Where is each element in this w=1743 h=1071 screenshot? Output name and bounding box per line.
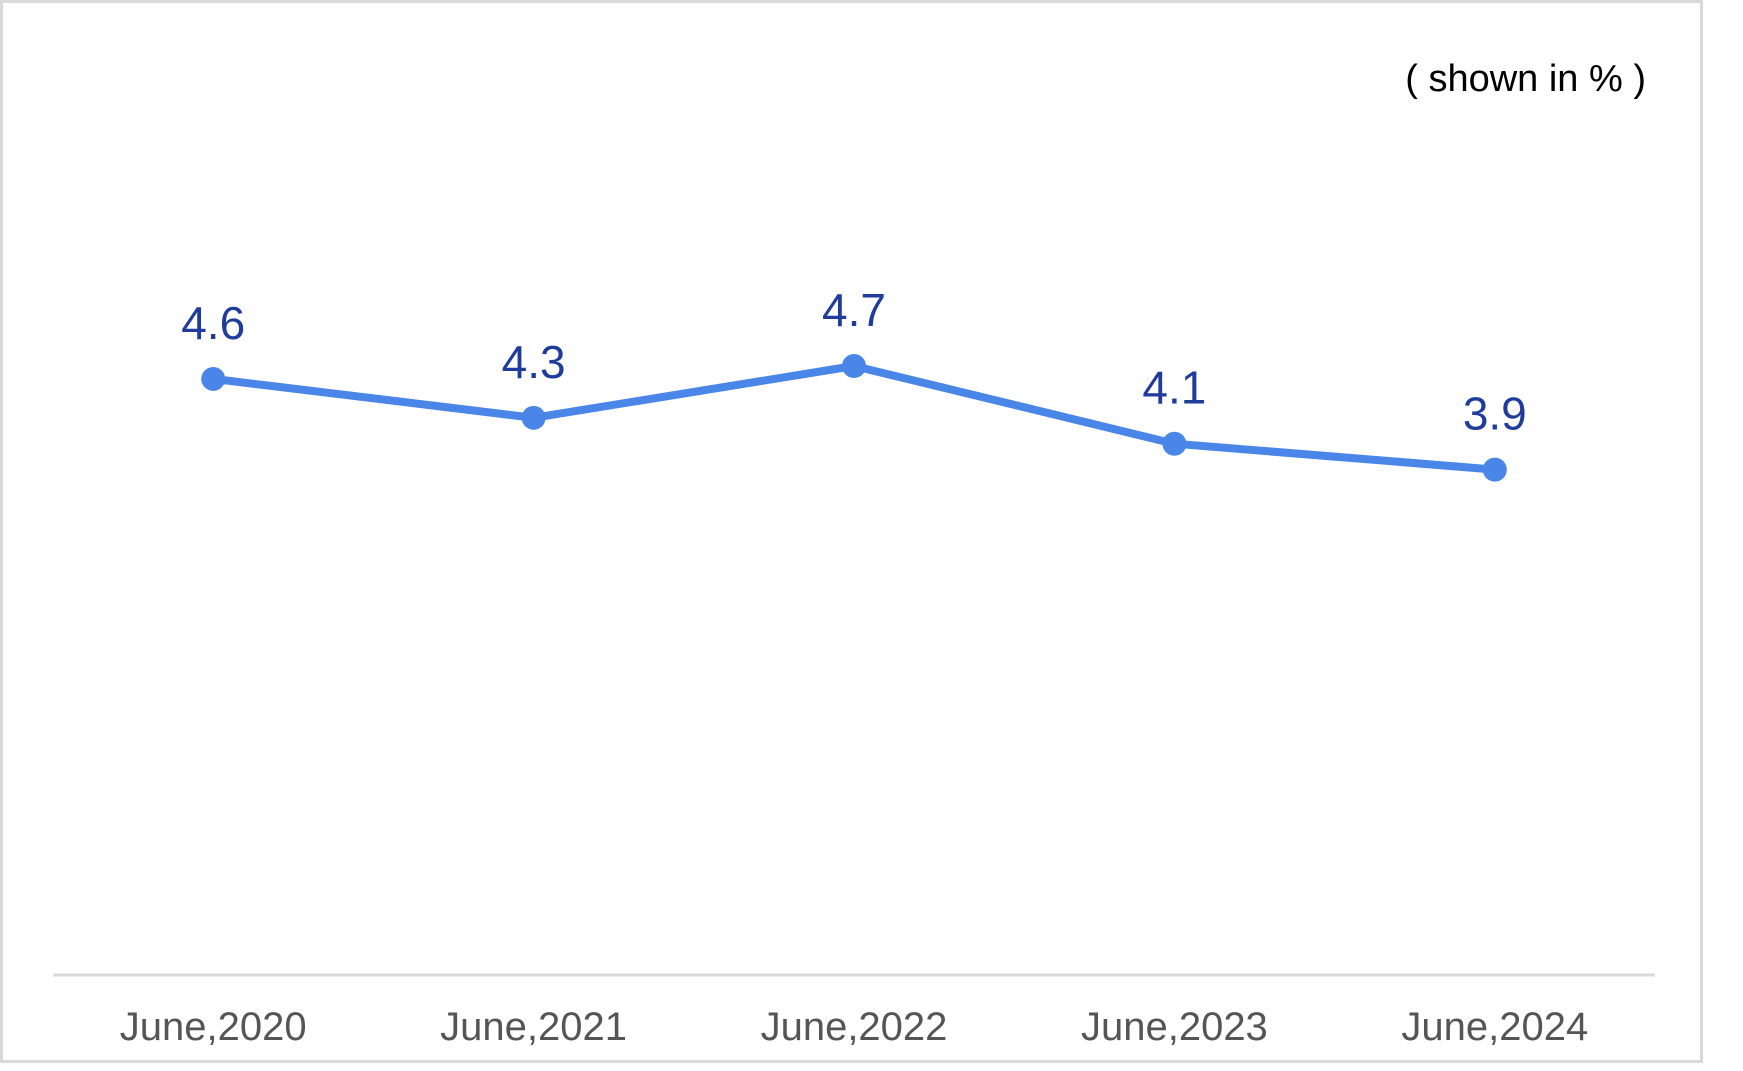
x-tick-label: June,2020: [120, 1005, 307, 1049]
unit-note: ( shown in % ): [1405, 58, 1646, 100]
data-point: [842, 353, 866, 378]
x-tick-label: June,2021: [440, 1005, 627, 1049]
chart-frame: ( shown in % ): [0, 0, 1703, 1063]
x-tick-label: June,2023: [1081, 1005, 1268, 1049]
data-label: 3.9: [1463, 388, 1527, 440]
data-label: 4.7: [822, 284, 886, 336]
data-label: 4.1: [1142, 362, 1206, 414]
data-point: [1482, 457, 1507, 482]
data-point: [1162, 431, 1187, 456]
x-tick-label: June,2022: [761, 1005, 948, 1049]
series-line: [212, 362, 1496, 474]
tick-layer: June,2020 June,2021 June,2022 June,2023 June…: [120, 1005, 1588, 1049]
series-layer: [201, 353, 1507, 482]
data-point: [521, 405, 546, 430]
data-label: 4.6: [181, 297, 245, 349]
label-layer: 4.6 4.3 4.7 4.1 3.9: [181, 284, 1527, 440]
data-label: 4.3: [502, 336, 566, 388]
data-point: [201, 366, 226, 391]
x-tick-label: June,2024: [1401, 1005, 1588, 1049]
